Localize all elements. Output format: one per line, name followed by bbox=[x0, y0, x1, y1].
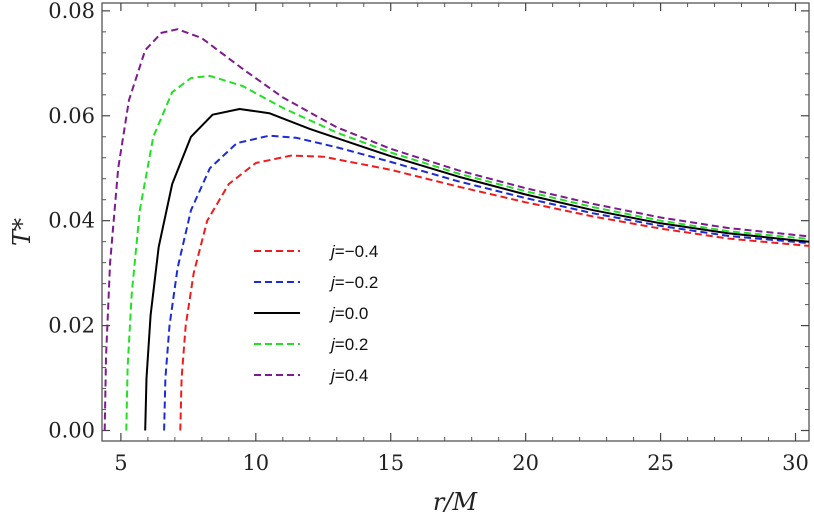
legend-label-3: j=0.2 bbox=[329, 335, 368, 354]
legend-label-2: j=0.0 bbox=[329, 304, 368, 323]
y-tick-label: 0.02 bbox=[48, 314, 95, 338]
x-tick-label: 30 bbox=[782, 451, 809, 475]
legend-label-0: j=−0.4 bbox=[329, 242, 378, 261]
x-tick-label: 5 bbox=[114, 451, 127, 475]
plot-frame bbox=[101, 2, 810, 442]
legend-label-4: j=0.4 bbox=[329, 366, 368, 385]
y-tick-label: 0.06 bbox=[48, 104, 95, 128]
series-line-4 bbox=[103, 28, 810, 431]
x-tick-label: 20 bbox=[512, 451, 539, 475]
legend: j=−0.4 j=−0.2 j=0.0 j=0.2 j=0.4 bbox=[254, 242, 378, 385]
series-line-0 bbox=[179, 154, 810, 431]
legend-label-1: j=−0.2 bbox=[329, 273, 378, 292]
x-tick-label: 15 bbox=[377, 451, 404, 475]
series-lines bbox=[103, 28, 810, 431]
x-axis-label: r/M bbox=[433, 488, 479, 516]
y-tick-label: 0.08 bbox=[48, 0, 95, 23]
y-tick-label: 0.04 bbox=[48, 209, 95, 233]
series-line-2 bbox=[144, 108, 810, 431]
minor-ticks bbox=[102, 3, 809, 441]
major-ticks bbox=[102, 3, 809, 441]
y-axis-label: T* bbox=[8, 218, 36, 246]
x-tick-label: 10 bbox=[242, 451, 269, 475]
series-line-3 bbox=[125, 74, 810, 431]
tick-labels: 5 10 15 20 25 30 0.00 0.02 0.04 0.06 0.08 bbox=[48, 0, 809, 475]
y-tick-label: 0.00 bbox=[48, 419, 95, 443]
x-tick-label: 25 bbox=[647, 451, 674, 475]
series-line-1 bbox=[163, 134, 810, 431]
